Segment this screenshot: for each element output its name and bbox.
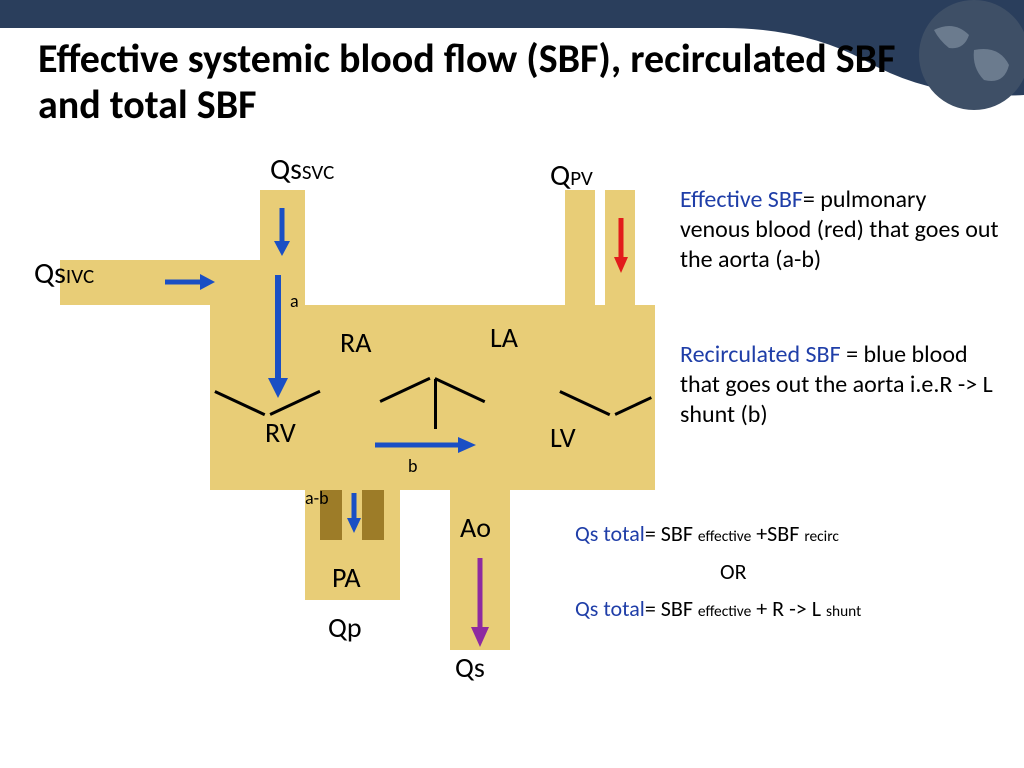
- page-title: Effective systemic blood flow (SBF), rec…: [38, 36, 938, 128]
- qs-svc-label: QsSVC: [270, 151, 334, 188]
- ra-label: RA: [340, 325, 371, 360]
- or-text: OR: [720, 558, 747, 585]
- qs-ivc-label: QsIVC: [34, 255, 94, 292]
- qs-total-formula-2: Qs total= SBF effective + R -> L shunt: [575, 595, 861, 622]
- qs-total-formula-1: Qs total= SBF effective +SBF recirc: [575, 520, 839, 547]
- ivc-arrow: [160, 270, 220, 295]
- svc-arrow: [267, 203, 297, 258]
- qs-label: Qs: [455, 650, 485, 685]
- q-pv-label: QPV: [550, 157, 593, 194]
- ao-arrow: [466, 555, 494, 650]
- a-label: a: [290, 290, 299, 312]
- pa-label: PA: [332, 560, 361, 595]
- rv-label: RV: [265, 415, 296, 450]
- ab-arrow: [342, 490, 366, 535]
- effective-sbf-text: Effective SBF= pulmonary venous blood (r…: [680, 185, 1000, 275]
- b-arrow: [370, 433, 480, 458]
- heart-diagram: RA LA RV LV Ao PA Qp Qs a b a-b QsSVC Qs…: [60, 155, 680, 735]
- pv-arrow: [609, 215, 633, 275]
- valve-line: [434, 379, 437, 429]
- pv-inlet-1: [565, 190, 595, 310]
- b-label: b: [408, 455, 417, 477]
- qp-label: Qp: [328, 610, 362, 645]
- lv-label: LV: [550, 420, 576, 455]
- la-label: LA: [490, 320, 518, 355]
- ao-label: Ao: [460, 510, 491, 545]
- ab-label: a-b: [305, 487, 329, 509]
- recirculated-sbf-text: Recirculated SBF = blue blood that goes …: [680, 340, 1000, 430]
